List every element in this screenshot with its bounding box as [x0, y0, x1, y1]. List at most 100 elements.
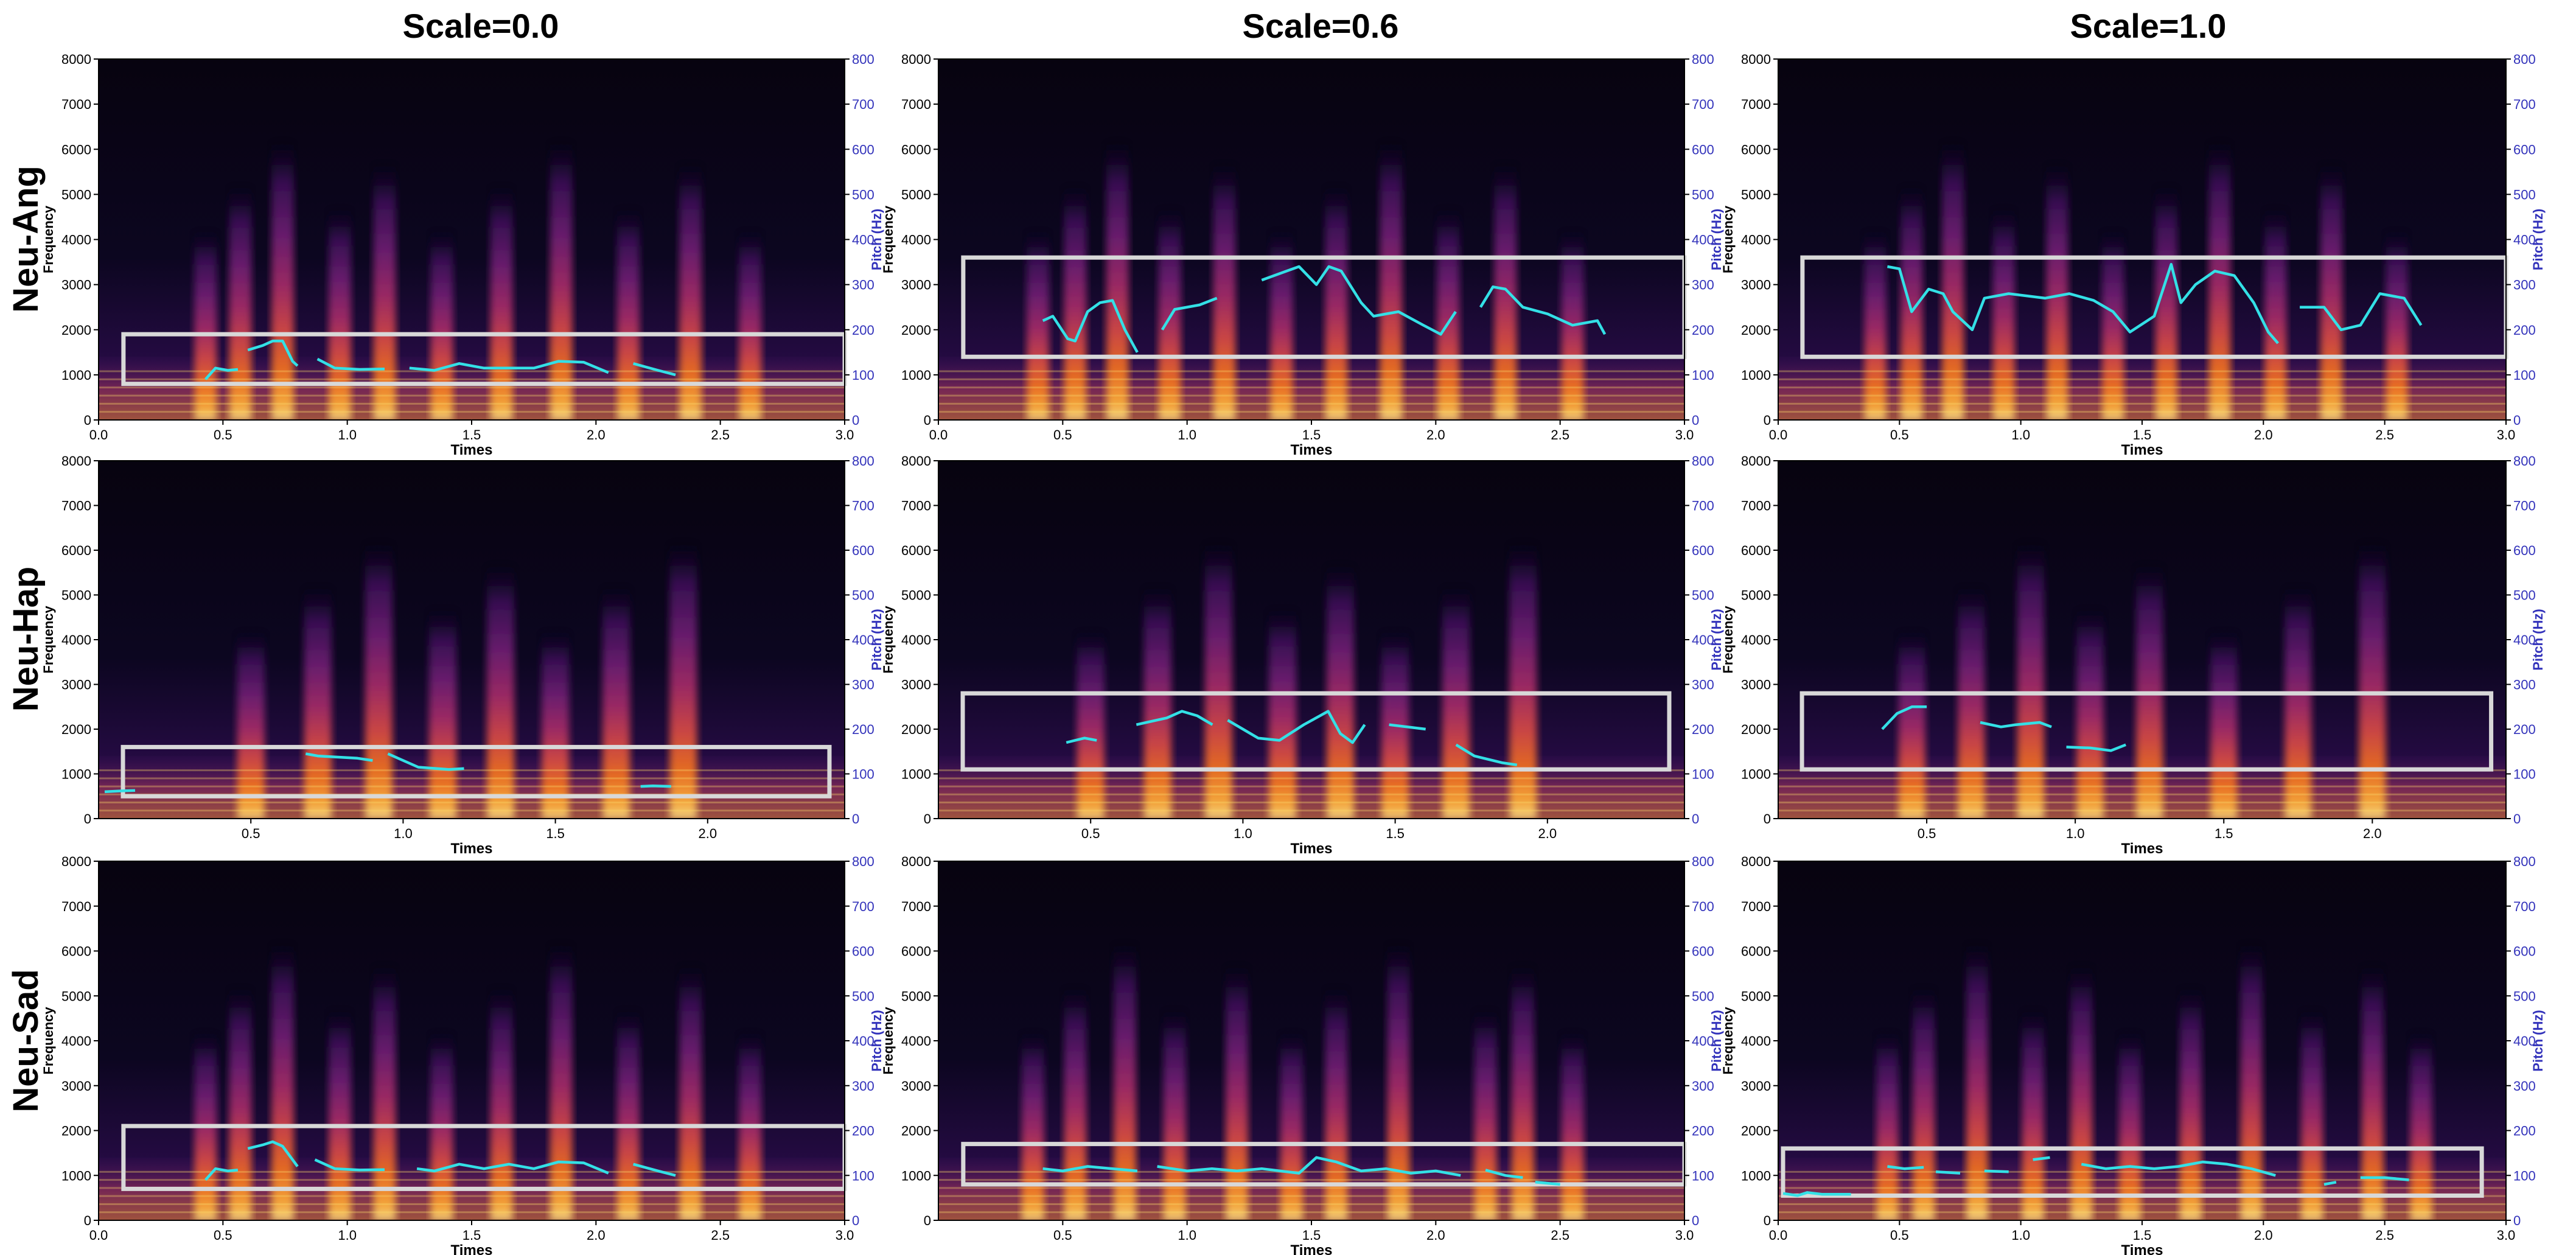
pitch-contour: [1261, 265, 1457, 336]
x-tick-label: 1.5: [2133, 1228, 2152, 1243]
spectrogram-body: [1778, 942, 2506, 1220]
spectrogram-panel: 0 1000 2000 3000 4000 5000 6000 7000 8000 0 100 200…: [881, 52, 1724, 458]
y-tick-label: 2000: [1741, 1124, 1771, 1139]
vowel-column: [487, 564, 515, 819]
x-tick-label: 0.5: [214, 427, 232, 442]
y-tick-label: 1000: [61, 368, 91, 383]
y-tick-label: 2000: [1741, 323, 1771, 338]
vowel-column: [2076, 608, 2104, 819]
x-tick-label: 2.0: [2363, 826, 2382, 841]
y-tick-label: 4000: [61, 632, 91, 648]
y2-tick-label: 500: [852, 588, 874, 603]
y-tick-label: 5000: [61, 187, 91, 202]
y2-tick-label: 800: [852, 52, 874, 67]
y2-tick-label: 800: [852, 854, 874, 869]
x-axis-label: Times: [451, 841, 493, 857]
y2-tick-label: 100: [2513, 767, 2536, 782]
highlight-box: [1781, 1146, 2484, 1198]
x-tick-label: 3.0: [2497, 1228, 2516, 1243]
y2-tick-label: 700: [2513, 498, 2536, 514]
pitch-contour: [1136, 710, 1213, 726]
x-tick-label: 2.5: [2375, 1228, 2394, 1243]
x-tick-label: 1.0: [1234, 826, 1252, 841]
x-tick-label: 1.5: [2133, 427, 2152, 442]
y-tick-label: 8000: [1741, 52, 1771, 67]
low-band: [99, 357, 845, 420]
y-tick-label: 7000: [61, 97, 91, 112]
y2-tick-label: 0: [1692, 811, 1699, 827]
y-axis-label: Frequency: [881, 1007, 896, 1075]
x-tick-label: 0.0: [1769, 1228, 1788, 1243]
x-tick-label: 0.5: [1890, 1228, 1909, 1243]
x-tick-label: 0.0: [929, 427, 948, 442]
vowel-column: [1158, 208, 1181, 420]
x-axis-label: Times: [2121, 442, 2163, 458]
vowel-column: [490, 987, 513, 1220]
x-tick-label: 3.0: [836, 427, 854, 442]
pitch-contour: [2066, 743, 2127, 752]
vowel-column: [2359, 541, 2386, 819]
vowel-column: [430, 230, 453, 420]
pitch-contour: [1042, 299, 1139, 353]
spectrogram-body: [99, 140, 845, 420]
vowel-column: [1064, 185, 1087, 420]
y2-tick-label: 200: [2513, 1124, 2536, 1139]
y2-tick-label: 100: [1692, 368, 1714, 383]
vowel-column: [1387, 942, 1410, 1220]
y-tick-label: 6000: [901, 142, 931, 157]
y-tick-label: 7000: [61, 899, 91, 914]
y2-tick-label: 0: [2513, 413, 2521, 428]
y-tick-label: 0: [84, 811, 91, 827]
y2-tick-label: 0: [2513, 1213, 2521, 1228]
y2-tick-label: 0: [852, 811, 859, 827]
y2-tick-label: 500: [2513, 187, 2536, 202]
vowel-column: [2264, 208, 2287, 420]
pitch-contour: [1479, 285, 1607, 335]
y-tick-label: 7000: [1741, 899, 1771, 914]
y-tick-label: 5000: [901, 988, 931, 1004]
y2-tick-label: 0: [852, 413, 859, 428]
y-tick-label: 3000: [901, 677, 931, 693]
y2-tick-label: 300: [1692, 278, 1714, 293]
y-tick-label: 4000: [61, 1033, 91, 1049]
y-tick-label: 6000: [61, 944, 91, 959]
y-tick-label: 1000: [1741, 767, 1771, 782]
vowel-column: [1280, 1032, 1303, 1220]
y-axis-label: Frequency: [1720, 1007, 1736, 1075]
y-tick-label: 8000: [901, 854, 931, 869]
vowel-column: [1106, 140, 1129, 420]
y2-tick-label: 500: [1692, 588, 1714, 603]
y2-tick-label: 800: [2513, 453, 2536, 469]
y2-tick-label: 100: [852, 368, 874, 383]
vowel-column: [1494, 163, 1517, 420]
vowel-column: [2022, 1009, 2044, 1220]
vowel-column: [2301, 1009, 2323, 1220]
spectrogram-panel: 0 1000 2000 3000 4000 5000 6000 7000 8000 0 100 200…: [41, 854, 884, 1255]
vowel-column: [194, 230, 217, 420]
y2-axis-label: Pitch (Hz): [2530, 209, 2546, 270]
y2-tick-label: 0: [2513, 811, 2521, 827]
x-tick-label: 3.0: [1675, 427, 1694, 442]
vowel-column: [1442, 586, 1470, 819]
x-tick-label: 2.0: [699, 826, 717, 841]
y2-tick-label: 300: [2513, 1078, 2536, 1094]
y-axis-label: Frequency: [881, 606, 896, 674]
pitch-contour: [1485, 1169, 1523, 1180]
y2-tick-label: 200: [1692, 722, 1714, 737]
pitch-contour: [1066, 736, 1097, 744]
y2-tick-label: 700: [852, 498, 874, 514]
y-tick-label: 6000: [1741, 543, 1771, 558]
row-label: Neu-Hap: [6, 567, 46, 711]
y2-axis-label: Pitch (Hz): [869, 1010, 884, 1071]
vowel-column: [1380, 140, 1403, 420]
y2-tick-label: 200: [1692, 1124, 1714, 1139]
vowel-column: [617, 1009, 640, 1220]
y2-tick-label: 0: [1692, 1213, 1699, 1228]
x-tick-label: 2.0: [1538, 826, 1557, 841]
x-tick-label: 0.0: [89, 1228, 108, 1243]
y-tick-label: 3000: [61, 677, 91, 693]
vowel-column: [1077, 631, 1105, 819]
y2-tick-label: 500: [1692, 187, 1714, 202]
spectrogram-body: [99, 541, 845, 819]
pitch-contour: [1227, 710, 1366, 744]
